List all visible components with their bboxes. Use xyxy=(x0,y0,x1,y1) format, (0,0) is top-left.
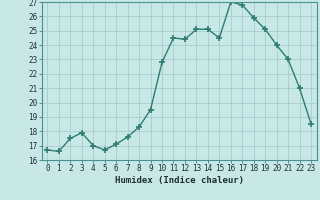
X-axis label: Humidex (Indice chaleur): Humidex (Indice chaleur) xyxy=(115,176,244,185)
